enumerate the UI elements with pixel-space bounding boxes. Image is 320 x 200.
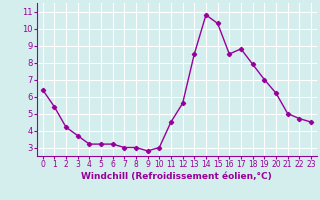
X-axis label: Windchill (Refroidissement éolien,°C): Windchill (Refroidissement éolien,°C) — [81, 172, 272, 181]
